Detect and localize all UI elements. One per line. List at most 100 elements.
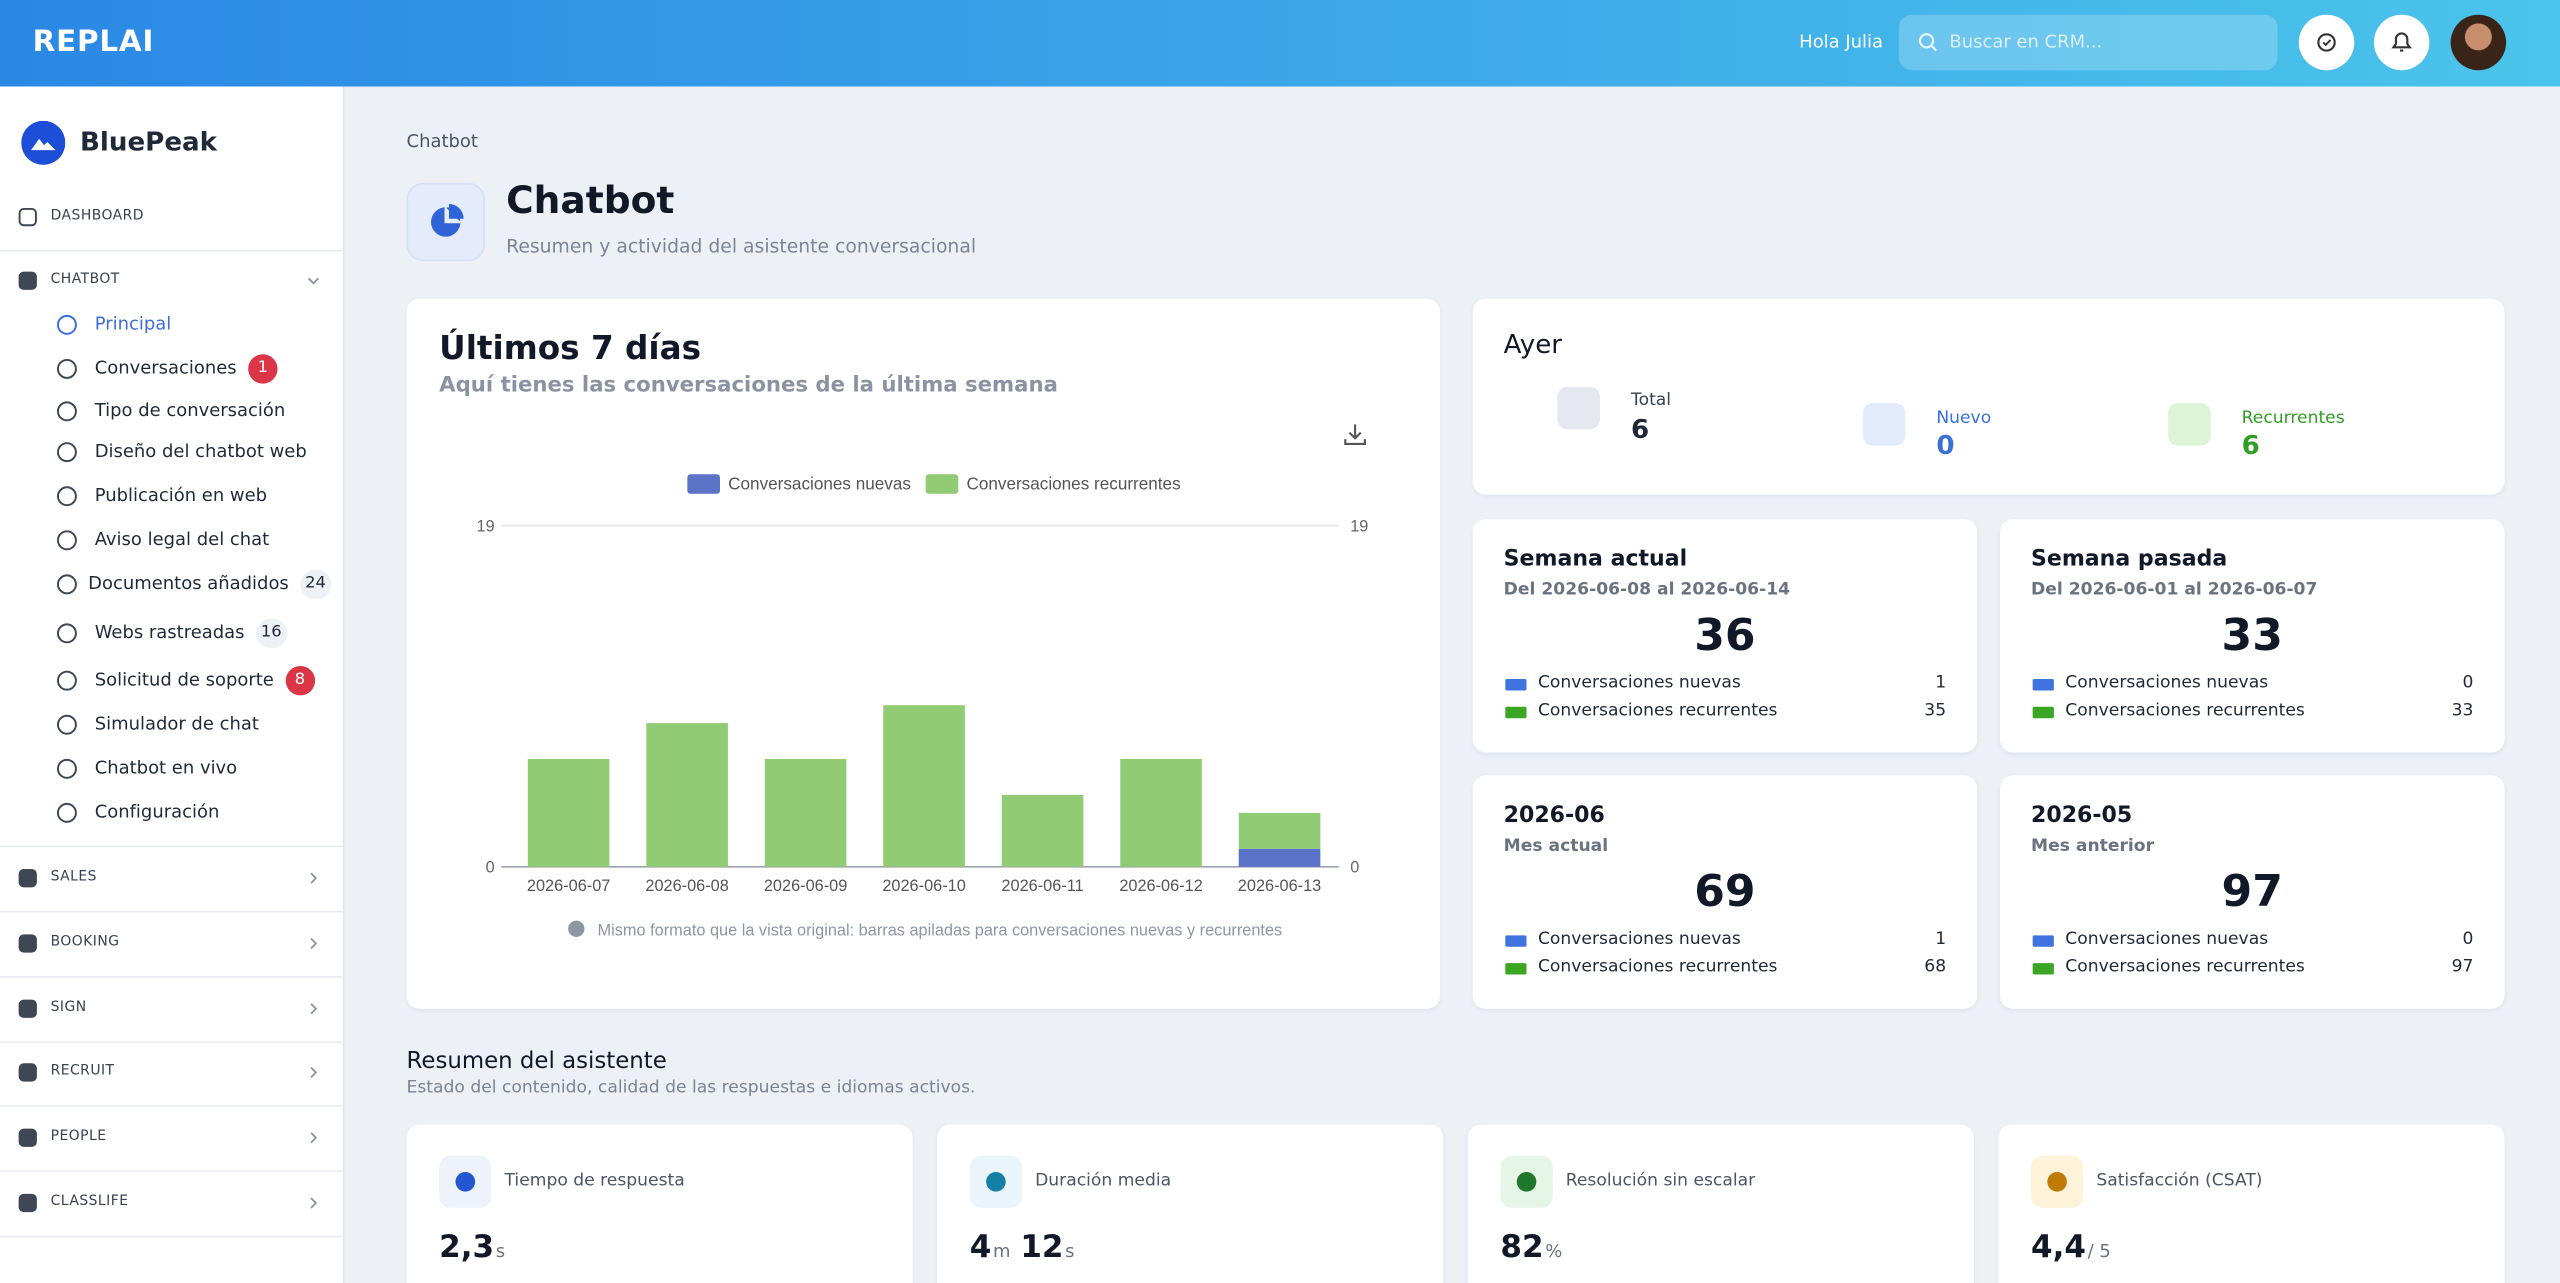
kpi-number: 4,4 bbox=[2031, 1229, 2086, 1266]
x-tick-label: 2026-06-10 bbox=[882, 877, 965, 895]
row-label: Conversaciones recurrentes bbox=[1537, 956, 1778, 977]
kpi-icon-glyph bbox=[2047, 1172, 2067, 1192]
section-subtitle: Estado del contenido, calidad de las res… bbox=[406, 1077, 976, 1098]
page-subtitle: Resumen y actividad del asistente conver… bbox=[506, 234, 977, 258]
divider bbox=[0, 249, 343, 252]
nav-section[interactable]: DASHBOARD bbox=[50, 207, 144, 225]
row-label: Conversaciones recurrentes bbox=[1537, 700, 1778, 721]
x-tick-label: 2026-06-12 bbox=[1119, 877, 1202, 895]
nav-icon bbox=[56, 358, 77, 379]
row-value: 33 bbox=[2451, 700, 2474, 721]
legend-label: Conversaciones nuevas bbox=[728, 474, 911, 494]
nav-section[interactable]: CHATBOT bbox=[50, 271, 120, 288]
legend-swatch bbox=[2032, 935, 2054, 947]
chevron[interactable] bbox=[307, 872, 320, 885]
nav-section[interactable]: RECRUIT bbox=[50, 1063, 115, 1081]
nav-item[interactable]: Webs rastreadas bbox=[94, 621, 245, 644]
kpi-unit: % bbox=[1545, 1240, 1563, 1262]
nav-item[interactable]: Tipo de conversación bbox=[94, 399, 286, 422]
stat-icon bbox=[2168, 403, 2211, 446]
kpi-card: Satisfacción (CSAT) 4,4/ 5 bbox=[1998, 1124, 2505, 1283]
nav-item[interactable]: Configuración bbox=[94, 801, 220, 823]
nav-item[interactable]: Documentos añadidos bbox=[88, 572, 289, 595]
search-placeholder: Buscar en CRM... bbox=[1949, 30, 2103, 53]
nav-item[interactable]: Diseño del chatbot web bbox=[94, 440, 307, 462]
chart-note: Mismo formato que la vista original: bar… bbox=[598, 921, 1283, 939]
chevron[interactable] bbox=[307, 1002, 320, 1015]
row-label: Conversaciones nuevas bbox=[1537, 929, 1741, 949]
download-button[interactable] bbox=[1342, 421, 1368, 447]
badge: 8 bbox=[285, 665, 315, 696]
chevron[interactable] bbox=[307, 1132, 320, 1145]
nav-item[interactable]: Principal bbox=[94, 313, 172, 335]
x-tick-label: 2026-06-07 bbox=[527, 877, 610, 895]
nav-section[interactable]: PEOPLE bbox=[50, 1128, 107, 1146]
legend-swatch bbox=[687, 474, 720, 494]
nav-icon bbox=[56, 714, 77, 735]
logo[interactable]: REPLAI bbox=[32, 24, 155, 59]
section-icon bbox=[18, 1128, 37, 1148]
legend-swatch bbox=[2032, 706, 2054, 719]
nav-icon bbox=[56, 401, 77, 422]
icon-shape bbox=[18, 1128, 37, 1148]
kpi-icon bbox=[969, 1155, 1023, 1208]
search-box[interactable]: Buscar en CRM... bbox=[1898, 14, 2278, 71]
y-tick-label: 0 bbox=[1350, 858, 1359, 876]
kpi-label: Satisfacción (CSAT) bbox=[2096, 1170, 2263, 1191]
bar bbox=[1120, 759, 1202, 867]
nav-item[interactable]: Conversaciones bbox=[94, 357, 237, 379]
icon-shape bbox=[56, 623, 77, 644]
nav-section[interactable]: SIGN bbox=[50, 998, 87, 1016]
x-tick-label: 2026-06-08 bbox=[645, 877, 728, 895]
breadcrumb[interactable]: Chatbot bbox=[406, 130, 478, 152]
card-subtitle: Mes anterior bbox=[2031, 836, 2155, 856]
kpi-unit: / 5 bbox=[2087, 1240, 2111, 1262]
nav-icon bbox=[56, 530, 77, 551]
stat-label: Recurrentes bbox=[2241, 408, 2345, 429]
nav-section[interactable]: CLASSLIFE bbox=[50, 1193, 129, 1211]
brand-icon bbox=[21, 120, 66, 165]
chevron[interactable] bbox=[307, 937, 320, 950]
chevron[interactable] bbox=[307, 274, 320, 287]
icon-shape bbox=[18, 1193, 37, 1213]
yesterday-card: Ayer Total 6 Nuevo 0 Recurrentes 6 bbox=[1472, 298, 2505, 495]
x-tick-label: 2026-06-09 bbox=[764, 877, 847, 895]
icon-shape bbox=[56, 670, 77, 691]
nav-item[interactable]: Simulador de chat bbox=[94, 713, 259, 735]
kpi-icon-glyph bbox=[986, 1172, 1006, 1192]
kpi-unit: m bbox=[993, 1240, 1011, 1262]
avatar[interactable] bbox=[2450, 14, 2507, 71]
row-value: 0 bbox=[2462, 929, 2474, 949]
chevron[interactable] bbox=[307, 1067, 320, 1080]
period-card: Semana pasada Del 2026-06-01 al 2026-06-0… bbox=[1999, 519, 2505, 753]
nav-section[interactable]: SALES bbox=[50, 868, 97, 886]
legend-label: Conversaciones recurrentes bbox=[966, 474, 1180, 494]
divider bbox=[0, 910, 343, 913]
badge: 24 bbox=[300, 569, 331, 600]
kpi-card: Duración media 4 m 12 s bbox=[937, 1124, 1444, 1283]
kpi-value: 4 m 12 s bbox=[970, 1229, 1076, 1265]
chevron[interactable] bbox=[307, 1196, 320, 1209]
nav-item[interactable]: Publicación en web bbox=[94, 484, 268, 506]
nav-icon bbox=[56, 314, 77, 335]
info-icon bbox=[568, 920, 585, 937]
nav-icon bbox=[56, 670, 77, 691]
nav-icon bbox=[56, 486, 77, 507]
notifications-button[interactable] bbox=[2373, 14, 2430, 71]
nav-section[interactable]: BOOKING bbox=[50, 933, 120, 951]
row-label: Conversaciones nuevas bbox=[1537, 672, 1741, 693]
nav-item[interactable]: Aviso legal del chat bbox=[94, 528, 270, 551]
section-icon bbox=[18, 869, 37, 888]
stat-value: 6 bbox=[2241, 429, 2260, 461]
icon-shape bbox=[56, 714, 77, 735]
status-button[interactable] bbox=[2298, 14, 2355, 71]
row-value: 0 bbox=[2462, 672, 2474, 693]
nav-item[interactable]: Chatbot en vivo bbox=[94, 757, 238, 779]
icon-shape bbox=[18, 934, 37, 953]
nav-item[interactable]: Solicitud de soporte bbox=[94, 669, 274, 691]
kpi-value: 2,3 s bbox=[439, 1229, 515, 1265]
x-tick-label: 2026-06-11 bbox=[1001, 877, 1083, 895]
bar bbox=[527, 759, 610, 867]
y-tick-label: 19 bbox=[477, 517, 495, 535]
